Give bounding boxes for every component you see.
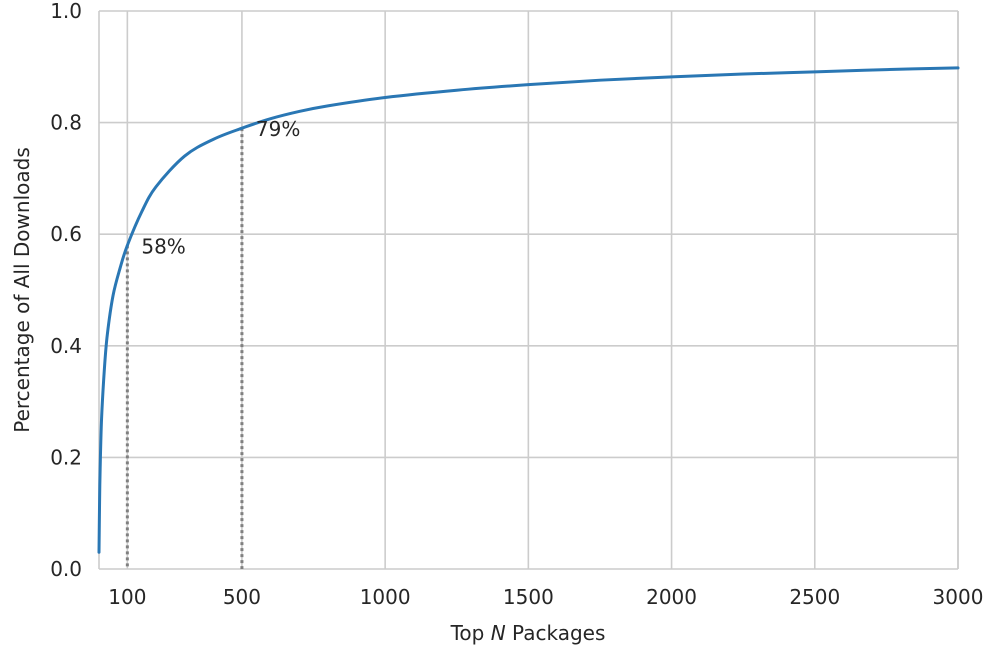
series-line bbox=[97, 66, 960, 554]
y-axis-label: Percentage of All Downloads bbox=[10, 147, 34, 433]
y-tick-labels: 0.0 0.2 0.4 0.6 0.8 1.0 bbox=[50, 0, 82, 581]
x-tick-labels: 100 500 1000 1500 2000 2500 3000 bbox=[108, 585, 983, 609]
x-tick-label: 3000 bbox=[933, 585, 984, 609]
x-tick-label: 2000 bbox=[646, 585, 697, 609]
annotation-markers bbox=[125, 128, 244, 569]
annotation-labels: 58% 79% bbox=[141, 117, 300, 258]
y-tick-label: 0.4 bbox=[50, 334, 82, 358]
y-tick-label: 0.8 bbox=[50, 111, 82, 135]
x-tick-label: 500 bbox=[223, 585, 261, 609]
series-lines bbox=[97, 66, 960, 554]
annotation-label: 79% bbox=[256, 117, 300, 141]
x-tick-label: 2500 bbox=[789, 585, 840, 609]
annotation-label: 58% bbox=[141, 234, 185, 258]
x-axis-label-italic: N bbox=[491, 621, 506, 645]
x-axis-label: Top N Packages bbox=[450, 621, 606, 645]
y-tick-label: 0.2 bbox=[50, 445, 82, 469]
y-tick-label: 0.6 bbox=[50, 222, 82, 246]
y-tick-label: 0.0 bbox=[50, 557, 82, 581]
grid bbox=[98, 10, 959, 570]
y-tick-label: 1.0 bbox=[50, 0, 82, 23]
x-axis-label-prefix: Top bbox=[450, 621, 491, 645]
x-tick-label: 1000 bbox=[360, 585, 411, 609]
x-axis-label-suffix: Packages bbox=[506, 621, 606, 645]
x-tick-label: 100 bbox=[108, 585, 146, 609]
x-tick-label: 1500 bbox=[503, 585, 554, 609]
